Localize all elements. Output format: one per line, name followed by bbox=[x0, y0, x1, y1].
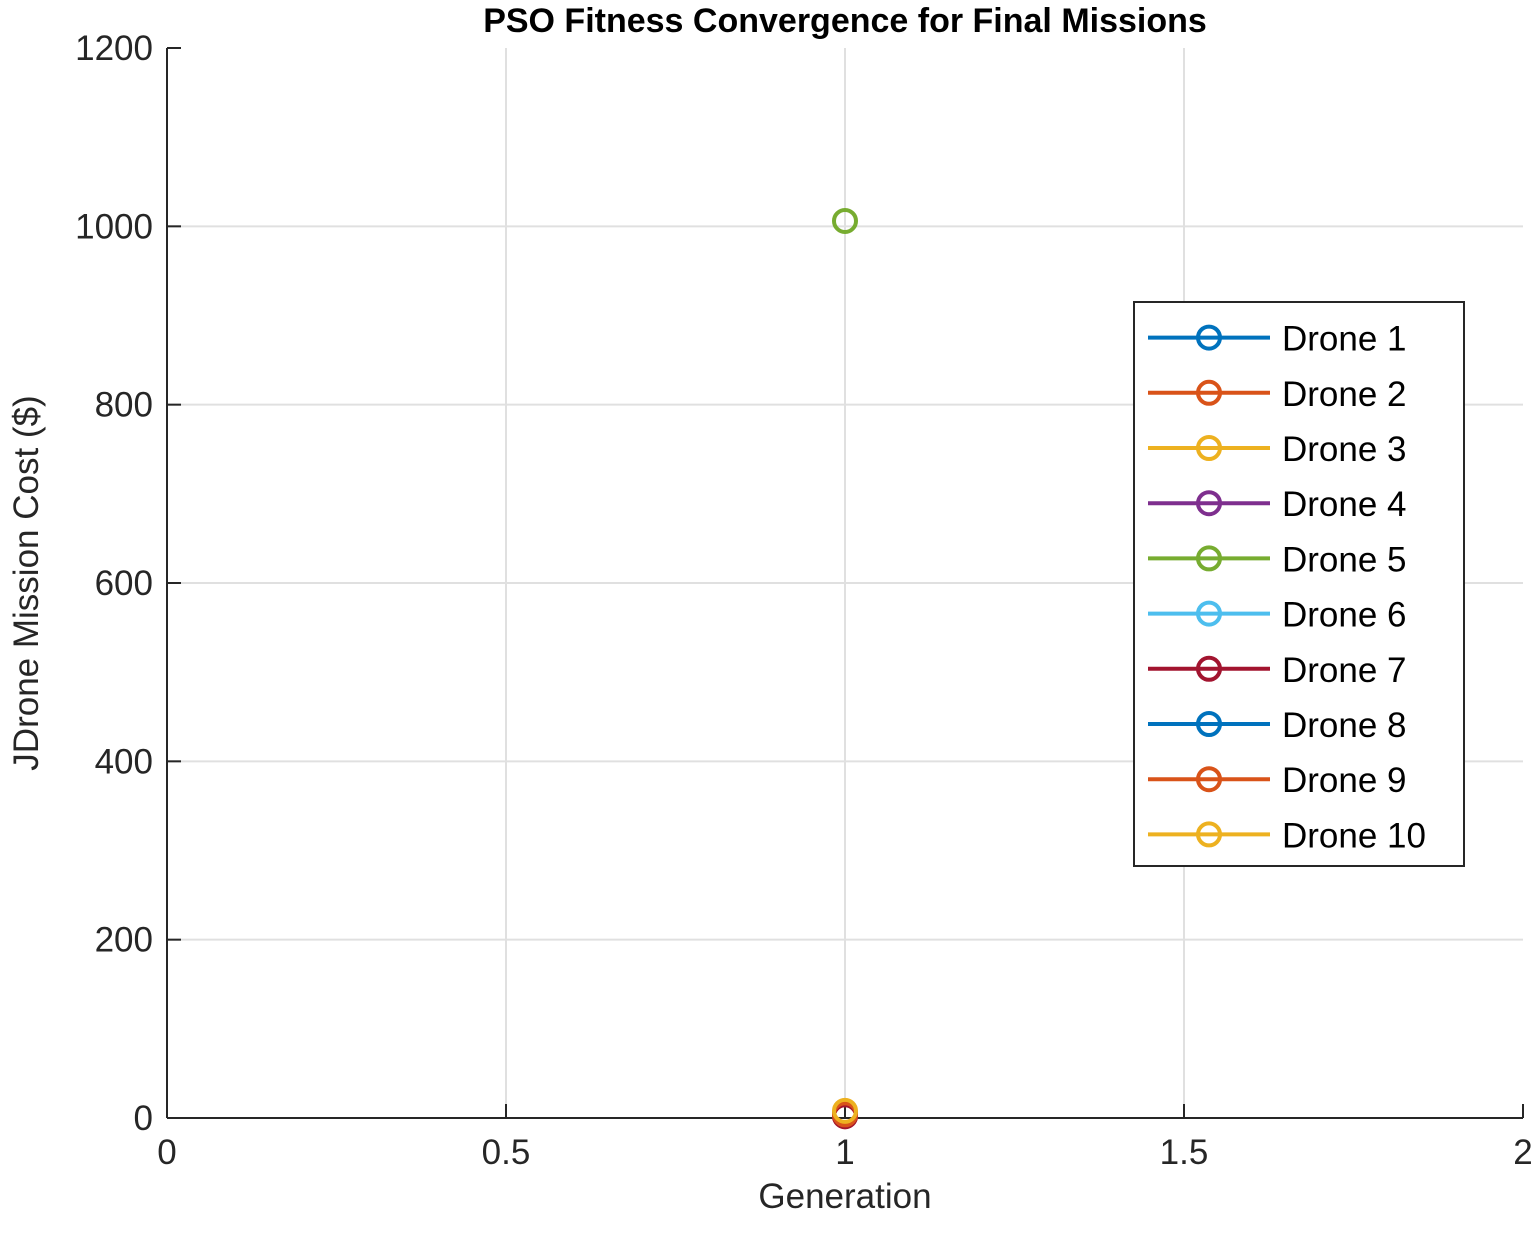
x-tick-label: 1 bbox=[835, 1133, 854, 1172]
legend-label: Drone 8 bbox=[1282, 706, 1407, 745]
series-5 bbox=[832, 207, 858, 234]
legend-item[interactable]: Drone 7 bbox=[1148, 651, 1407, 690]
legend-marker bbox=[1196, 490, 1222, 517]
x-tick-label: 1.5 bbox=[1160, 1133, 1209, 1172]
y-tick-label: 200 bbox=[95, 921, 153, 960]
legend-box bbox=[1133, 301, 1465, 867]
legend-marker bbox=[1196, 379, 1222, 406]
legend-item[interactable]: Drone 5 bbox=[1148, 540, 1407, 579]
legend-item[interactable]: Drone 9 bbox=[1148, 761, 1407, 800]
legend-label: Drone 9 bbox=[1282, 761, 1407, 800]
legend-label: Drone 2 bbox=[1282, 375, 1407, 414]
legend-marker bbox=[1196, 766, 1222, 793]
series-10 bbox=[832, 1097, 858, 1124]
legend-label: Drone 7 bbox=[1282, 651, 1407, 690]
y-tick-label: 1000 bbox=[75, 207, 153, 246]
legend-item[interactable]: Drone 1 bbox=[1148, 320, 1407, 359]
legend-item[interactable]: Drone 8 bbox=[1148, 706, 1407, 745]
y-axis-label: JDrone Mission Cost ($) bbox=[7, 395, 46, 770]
ticks: 0 0.5 1 1.5 2 0 200 400 600 800 1000 1200 bbox=[75, 29, 1533, 1172]
legend-label: Drone 6 bbox=[1282, 596, 1407, 635]
legend-marker bbox=[1196, 711, 1222, 737]
legend-item[interactable]: Drone 4 bbox=[1148, 485, 1407, 524]
chart-title: PSO Fitness Convergence for Final Missio… bbox=[483, 2, 1207, 40]
y-tick-label: 600 bbox=[95, 564, 153, 603]
legend-marker bbox=[1196, 435, 1222, 461]
legend-marker bbox=[1196, 545, 1222, 572]
data-point bbox=[832, 207, 858, 234]
legend-label: Drone 5 bbox=[1282, 540, 1407, 579]
legend-item[interactable]: Drone 3 bbox=[1148, 430, 1407, 469]
y-tick-label: 0 bbox=[134, 1099, 153, 1138]
data-marks bbox=[832, 207, 858, 1130]
y-tick-label: 1200 bbox=[75, 29, 153, 68]
legend-label: Drone 4 bbox=[1282, 485, 1407, 524]
x-axis-label: Generation bbox=[758, 1177, 931, 1216]
y-tick-label: 800 bbox=[95, 386, 153, 425]
legend[interactable]: Drone 1 Drone 2 Drone 3 Drone 4 Drone 5 Drone… bbox=[1133, 301, 1465, 867]
legend-item[interactable]: Drone 2 bbox=[1148, 375, 1407, 414]
x-tick-label: 0 bbox=[157, 1133, 176, 1172]
legend-item[interactable]: Drone 10 bbox=[1148, 816, 1426, 855]
x-tick-label: 0.5 bbox=[482, 1133, 531, 1172]
legend-label: Drone 3 bbox=[1282, 430, 1407, 469]
x-tick-label: 2 bbox=[1513, 1133, 1532, 1172]
y-tick-label: 400 bbox=[95, 742, 153, 781]
legend-marker bbox=[1196, 324, 1222, 351]
legend-label: Drone 1 bbox=[1282, 320, 1407, 359]
data-point bbox=[832, 1097, 858, 1124]
legend-marker bbox=[1196, 600, 1222, 627]
legend-marker bbox=[1196, 821, 1222, 848]
legend-item[interactable]: Drone 6 bbox=[1148, 596, 1407, 635]
legend-label: Drone 10 bbox=[1282, 816, 1426, 855]
legend-marker bbox=[1196, 655, 1222, 682]
